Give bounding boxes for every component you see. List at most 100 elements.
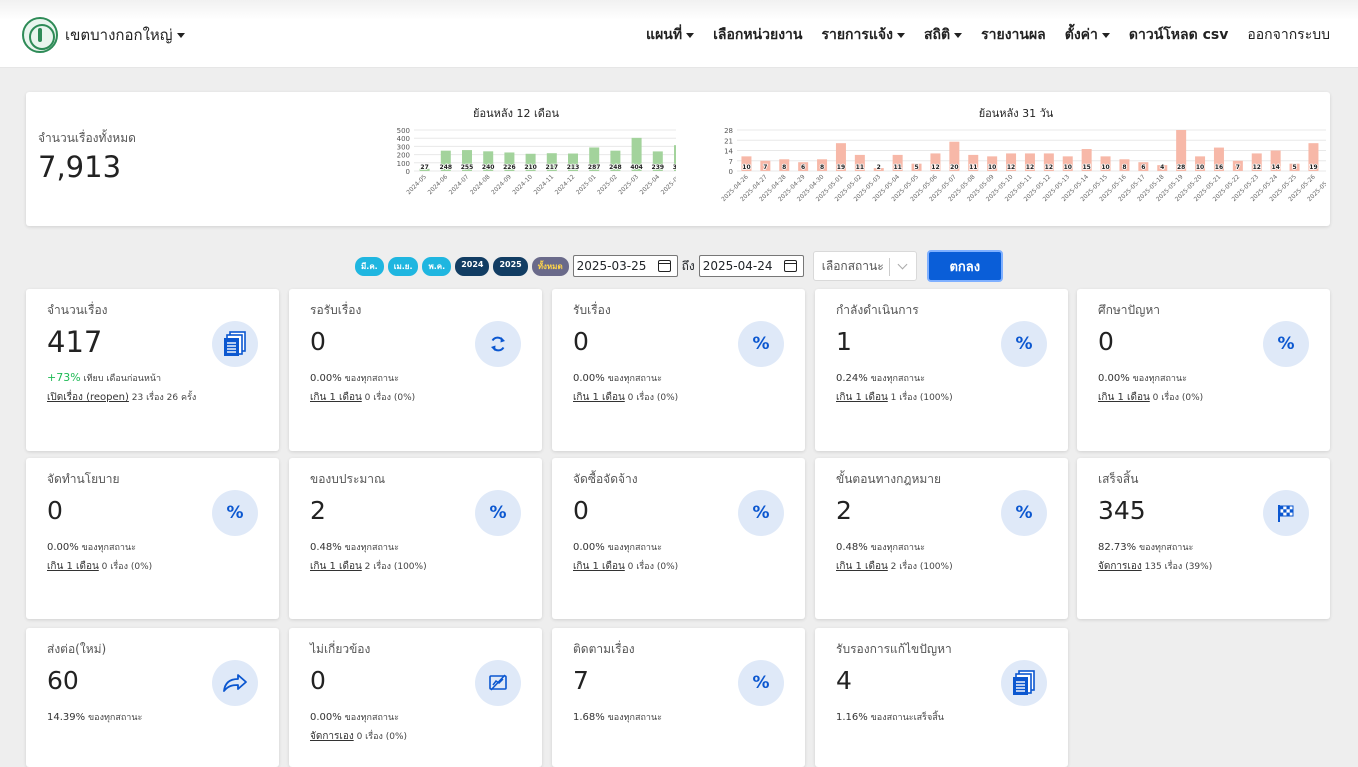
data-label: 15 — [1082, 164, 1090, 171]
nav-item-3[interactable]: สถิติ — [924, 24, 963, 46]
chart-bar — [760, 160, 771, 171]
card-percent: 0.00% ของทุกสถานะ — [47, 540, 136, 554]
not-related-icon[interactable] — [475, 660, 521, 706]
status-card: เสร็จสิ้น 345 82.73% ของทุกสถานะ จัดการเอง … — [1077, 458, 1330, 619]
period-pill[interactable]: พ.ค. — [422, 256, 452, 276]
card-percent: 1.68% ของทุกสถานะ — [573, 710, 662, 724]
data-label: 10 — [1101, 164, 1109, 171]
navbar: เขตบางกอกใหญ่ แผนที่ เลือกหน่วยงาน รายการแ… — [0, 0, 1358, 68]
y-tick-label: 21 — [724, 137, 733, 145]
card-link[interactable]: เกิน 1 เดือน — [1098, 392, 1150, 403]
data-label: 19 — [1309, 164, 1317, 171]
y-tick-label: 0 — [729, 168, 733, 176]
data-label: 315 — [673, 164, 676, 171]
date-to-input[interactable]: 2025-04-24 — [698, 255, 804, 277]
submit-button[interactable]: ตกลง — [926, 250, 1003, 282]
data-label: 255 — [461, 164, 474, 171]
nav-item-4[interactable]: รายงานผล — [981, 24, 1046, 46]
card-percent: 0.00% ของทุกสถานะ — [573, 540, 662, 554]
y-tick-label: 28 — [724, 127, 733, 135]
nav-item-2[interactable]: รายการแจ้ง — [821, 24, 905, 46]
data-label: 11 — [969, 164, 977, 171]
card-link-text: 0 เรื่อง (0%) — [101, 562, 153, 572]
percent-icon[interactable]: % — [212, 490, 258, 536]
nav-item-label: รายการแจ้ง — [821, 27, 893, 43]
status-card: รอรับเรื่อง 0 0.00% ของทุกสถานะ เกิน 1 เดือ… — [289, 289, 542, 451]
chart-bar — [987, 156, 998, 171]
nav-item-label: ดาวน์โหลด csv — [1128, 27, 1229, 43]
card-value: 1 — [836, 327, 852, 356]
nav-item-5[interactable]: ตั้งค่า — [1065, 24, 1110, 46]
nav-item-0[interactable]: แผนที่ — [646, 24, 695, 46]
card-growth: +73% เทียบ เดือนก่อนหน้า — [47, 371, 161, 385]
nav-item-6[interactable]: ดาวน์โหลด csv — [1129, 24, 1228, 46]
chart-bar — [440, 150, 451, 171]
card-subline: จัดการเอง 135 เรื่อง (39%) — [1098, 559, 1212, 574]
period-pill[interactable]: ทั้งหมด — [531, 256, 569, 276]
percent-icon[interactable]: % — [1263, 321, 1309, 367]
calendar-icon[interactable] — [657, 260, 671, 272]
card-link[interactable]: เปิดเรื่อง (reopen) — [47, 392, 129, 403]
card-title: รับเรื่อง — [573, 303, 611, 317]
card-link[interactable]: เกิน 1 เดือน — [836, 392, 888, 403]
chevron-down-icon — [897, 259, 908, 270]
chart-bar — [1119, 159, 1130, 171]
documents-icon[interactable] — [1001, 660, 1047, 706]
percent-icon[interactable]: % — [738, 490, 784, 536]
percent-icon[interactable]: % — [738, 660, 784, 706]
status-card: ของบประมาณ 2% 0.48% ของทุกสถานะ เกิน 1 เดือ… — [289, 458, 542, 619]
documents-icon[interactable] — [212, 321, 258, 367]
card-subline: จัดการเอง 0 เรื่อง (0%) — [310, 729, 407, 744]
data-label: 10 — [1196, 164, 1204, 171]
card-percent: 0.48% ของทุกสถานะ — [836, 540, 925, 554]
card-title: จัดทำนโยบาย — [47, 472, 120, 486]
nav-item-7[interactable]: ออกจากระบบ — [1247, 24, 1330, 46]
growth-text: เทียบ เดือนก่อนหน้า — [83, 374, 162, 384]
calendar-icon[interactable] — [783, 260, 797, 272]
percent-icon[interactable]: % — [738, 321, 784, 367]
card-subline: เกิน 1 เดือน 1 เรื่อง (100%) — [836, 390, 953, 405]
chart-bar — [854, 154, 865, 171]
card-link[interactable]: จัดการเอง — [1098, 561, 1142, 572]
percent-icon[interactable]: % — [1001, 490, 1047, 536]
card-link[interactable]: จัดการเอง — [310, 731, 354, 742]
daily-chart-title: ย้อนหลัง 31 วัน — [978, 107, 1054, 120]
card-link[interactable]: เกิน 1 เดือน — [573, 561, 625, 572]
period-pill[interactable]: 2025 — [493, 256, 528, 276]
percent-icon[interactable]: % — [475, 490, 521, 536]
monthly-chart-title: ย้อนหลัง 12 เดือน — [473, 107, 559, 120]
percent-value: 1.16% — [836, 712, 868, 723]
data-label: 6 — [801, 164, 805, 171]
checkered-flag-icon[interactable] — [1263, 490, 1309, 536]
date-from-input[interactable]: 2025-03-25 — [572, 255, 678, 277]
card-link[interactable]: เกิน 1 เดือน — [310, 392, 362, 403]
district-selector[interactable]: เขตบางกอกใหญ่ — [22, 17, 185, 53]
refresh-icon[interactable] — [475, 321, 521, 367]
card-title: ขั้นตอนทางกฎหมาย — [836, 472, 942, 486]
period-pill[interactable]: 2024 — [455, 256, 490, 276]
daily-chart: 07142128102025-04-2672025-04-2782025-04-… — [720, 127, 1326, 203]
chart-bar — [911, 163, 922, 171]
data-label: 404 — [630, 164, 643, 171]
chart-bar — [546, 153, 557, 171]
data-label: 5 — [1292, 164, 1296, 171]
nav-item-1[interactable]: เลือกหน่วยงาน — [713, 24, 802, 46]
card-link[interactable]: เกิน 1 เดือน — [310, 561, 362, 572]
status-select[interactable]: เลือกสถานะ — [812, 251, 917, 281]
x-tick-label: 2024-09 — [490, 173, 513, 196]
chart-bar — [835, 143, 846, 171]
card-link[interactable]: เกิน 1 เดือน — [836, 561, 888, 572]
card-link-text: 135 เรื่อง (39%) — [1144, 562, 1213, 572]
card-subline: เกิน 1 เดือน 2 เรื่อง (100%) — [310, 559, 427, 574]
percent-icon[interactable]: % — [1001, 321, 1047, 367]
y-tick-label: 7 — [729, 158, 733, 166]
chart-bar — [1270, 150, 1281, 171]
card-link[interactable]: เกิน 1 เดือน — [573, 392, 625, 403]
card-link[interactable]: เกิน 1 เดือน — [47, 561, 99, 572]
forward-arrow-icon[interactable] — [212, 660, 258, 706]
period-pill[interactable]: เม.ย. — [387, 256, 419, 276]
y-tick-label: 300 — [397, 143, 410, 151]
period-pill[interactable]: มี.ค. — [355, 256, 384, 276]
chart-bar — [892, 154, 903, 171]
chart-bar — [1100, 156, 1111, 171]
